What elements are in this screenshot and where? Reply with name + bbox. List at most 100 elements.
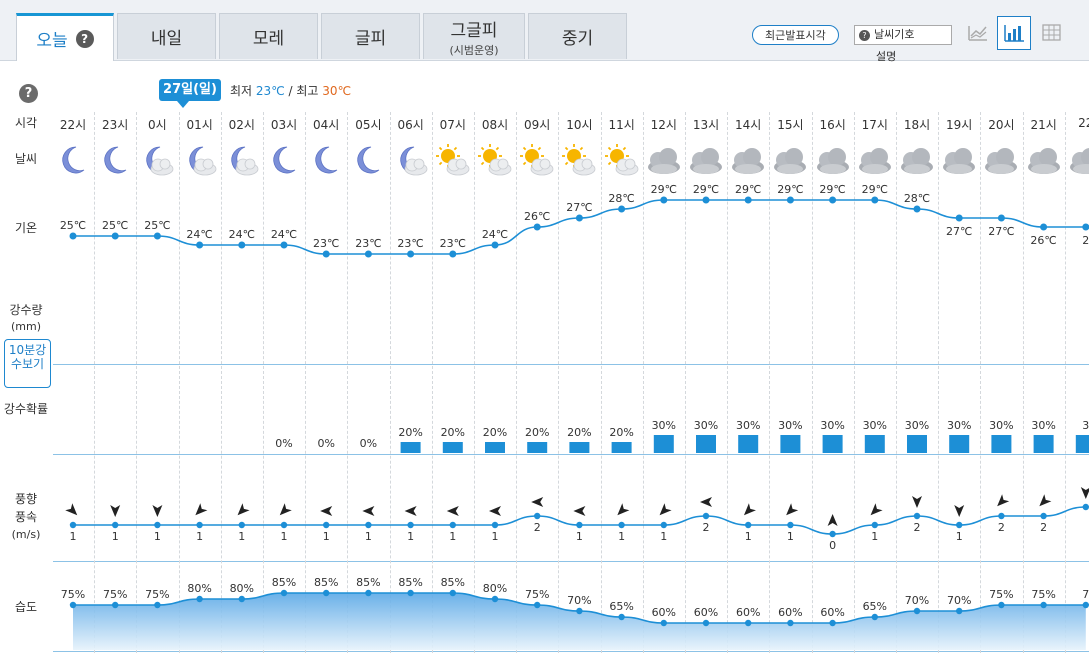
wind-direction-arrow-icon <box>912 496 922 508</box>
row-divider <box>53 651 1089 652</box>
precip-prob-label: 3 <box>1082 419 1089 432</box>
humidity-label: 85% <box>314 576 338 589</box>
line-chart-view-button[interactable] <box>961 16 995 50</box>
humidity-point <box>449 589 456 597</box>
humidity-point <box>745 619 752 627</box>
humidity-point <box>491 595 499 603</box>
precip-prob-label: 30% <box>652 419 676 432</box>
wind-speed-label: 2 <box>534 521 541 534</box>
weather-legend-button[interactable]: ? 날씨기호 <box>854 25 952 45</box>
moon-cloud-icon <box>221 142 263 178</box>
humidity-label: 75% <box>61 588 85 601</box>
bar-chart-icon <box>1004 25 1024 42</box>
cloud-icon <box>812 142 854 178</box>
precip-prob-label: 30% <box>778 419 802 432</box>
row-label-wind-unit: (m/s) <box>11 528 41 541</box>
column-divider <box>642 112 644 653</box>
temperature-label: 26℃ <box>524 210 550 223</box>
hour-label: 22 <box>1078 116 1089 130</box>
column-divider <box>347 112 349 653</box>
column-divider <box>600 112 602 653</box>
row-label-rain-prob: 강수확률 <box>3 402 49 416</box>
precip-prob-bar <box>696 435 716 453</box>
precip-prob-bar <box>400 442 421 453</box>
table-view-button[interactable] <box>1034 16 1068 50</box>
hour-label: 07시 <box>439 118 466 132</box>
temperature-label: 27℃ <box>946 225 972 238</box>
hour-label: 06시 <box>397 118 424 132</box>
wind-direction-arrow-icon <box>404 506 417 516</box>
wind-direction-arrow-icon <box>870 503 883 516</box>
recent-release-button[interactable]: 최근발표시각 <box>752 25 839 45</box>
temperature-point <box>364 250 372 258</box>
temperature-label: 27℃ <box>566 201 592 214</box>
temperature-point <box>533 223 541 231</box>
hour-label: 19시 <box>946 118 973 132</box>
tab-midterm-label: 중기 <box>561 29 594 49</box>
humidity-point <box>1082 601 1089 609</box>
wind-direction-arrow-icon <box>743 503 756 516</box>
moon-icon <box>94 142 136 178</box>
tab-fourth-day[interactable]: 그글피 (시범운영) <box>423 13 525 59</box>
sun-cloud-icon <box>601 142 643 178</box>
column-divider <box>769 112 771 653</box>
temperature-label: 24℃ <box>186 228 212 241</box>
wind-speed-label: 1 <box>238 530 245 543</box>
humidity-point <box>787 619 794 627</box>
humidity-point <box>829 619 836 627</box>
tab-tomorrow[interactable]: 내일 <box>117 13 216 59</box>
wind-point <box>491 521 499 529</box>
humidity-label: 75% <box>525 588 549 601</box>
wind-point <box>702 512 710 520</box>
temperature-point <box>491 241 499 249</box>
wind-direction-arrow-icon <box>446 506 459 516</box>
help-icon[interactable]: ? <box>19 84 38 103</box>
temperature-label: 25℃ <box>144 219 170 232</box>
tab-today[interactable]: 오늘 ? <box>16 13 114 61</box>
date-badge: 27일(일) <box>159 79 221 108</box>
wind-speed-label: 1 <box>660 530 667 543</box>
column-divider <box>136 112 138 653</box>
hour-label: 02시 <box>228 118 255 132</box>
humidity-point <box>660 619 667 627</box>
wind-direction-arrow-icon <box>320 506 333 516</box>
temperature-label: 29℃ <box>651 183 677 196</box>
tab-third-day[interactable]: 글피 <box>321 13 420 59</box>
wind-point <box>576 521 583 529</box>
hour-label: 17시 <box>861 118 888 132</box>
humidity-point <box>238 595 245 603</box>
temperature-point <box>69 232 77 240</box>
humidity-label: 60% <box>820 606 844 619</box>
wind-speed-label: 1 <box>407 530 414 543</box>
bar-chart-view-button[interactable] <box>997 16 1031 50</box>
wind-speed-label: 1 <box>618 530 625 543</box>
humidity-label: 75% <box>1031 588 1055 601</box>
temperature-label: 23℃ <box>355 237 381 250</box>
wind-point <box>196 521 203 529</box>
wind-direction-arrow-icon <box>997 494 1010 507</box>
legend-label: 날씨기호 <box>874 28 915 41</box>
temperature-point <box>1040 223 1048 231</box>
column-divider <box>305 112 307 653</box>
temperature-point <box>871 196 879 204</box>
humidity-label: 60% <box>694 606 718 619</box>
precip-prob-label: 30% <box>863 419 887 432</box>
wind-speed-label: 1 <box>956 530 963 543</box>
temperature-label: 29℃ <box>862 183 888 196</box>
tab-midterm[interactable]: 중기 <box>528 13 627 59</box>
humidity-label: 85% <box>356 576 380 589</box>
row-label-wind-dir: 풍향 <box>14 492 38 506</box>
wind-speed-label: 2 <box>914 521 921 534</box>
ten-minute-rain-button[interactable]: 10분강수보기 <box>4 339 51 388</box>
day-tab-bar: 오늘 ? 내일 모레 글피 그글피 (시범운영) 중기 최근발표시각 ? 날씨기호… <box>0 0 1089 63</box>
cloud-icon <box>854 142 896 178</box>
precip-prob-label: 30% <box>1031 419 1055 432</box>
column-divider <box>558 112 560 653</box>
tab-tomorrow-label: 내일 <box>150 29 183 49</box>
help-icon: ? <box>859 29 870 41</box>
temperature-label: 25℃ <box>60 219 86 232</box>
humidity-point <box>1040 601 1047 609</box>
help-icon[interactable]: ? <box>75 29 94 48</box>
wind-point <box>449 521 456 529</box>
tab-day-after[interactable]: 모레 <box>219 13 318 59</box>
